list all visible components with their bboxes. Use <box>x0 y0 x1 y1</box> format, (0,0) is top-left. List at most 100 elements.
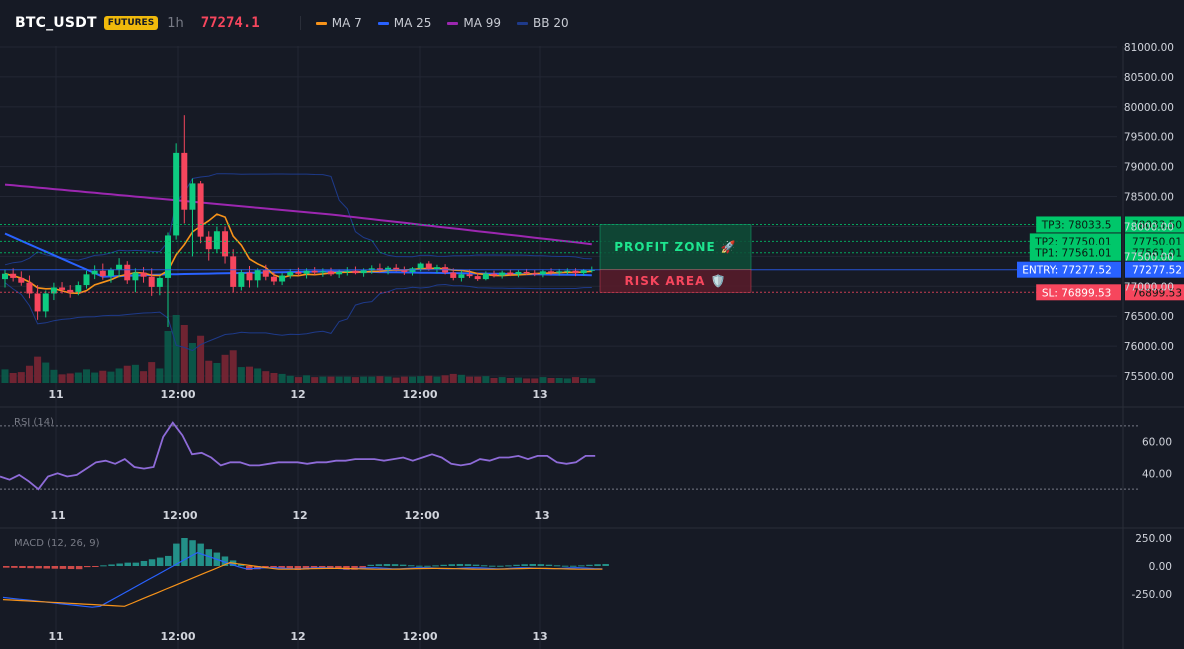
candle-body <box>67 289 74 293</box>
candle-body <box>91 270 98 275</box>
candle-body <box>588 269 595 271</box>
macd-hist-bar <box>92 566 99 567</box>
axes: 81000.00 80500.00 80000.00 79500.00 79000.00… <box>0 42 1184 649</box>
candle-body <box>156 277 163 287</box>
level-tag <box>1036 284 1121 301</box>
time-axis-label: 12:00 <box>404 509 439 522</box>
volume-bar <box>91 372 99 383</box>
macd-hist-bar <box>351 566 358 570</box>
legend-ma25[interactable]: MA 25 <box>377 16 432 30</box>
macd-hist-bar <box>375 564 383 566</box>
level-tag-label: SL: 76899.53 <box>1042 287 1112 299</box>
time-axis-label: 12:00 <box>160 630 195 643</box>
macd-hist-bar <box>27 566 34 569</box>
volume-bar <box>188 343 196 383</box>
legend-bb20[interactable]: BB 20 <box>517 16 569 30</box>
volume-bar <box>140 371 148 383</box>
volume-bar <box>83 369 90 383</box>
macd-hist-bar <box>254 566 261 570</box>
candle-body <box>165 235 171 278</box>
price-axis-label: 76000.00 <box>1124 341 1174 353</box>
macd-hist-bar <box>11 566 18 568</box>
candle-body <box>344 270 351 272</box>
macd-hist-bar <box>197 543 204 566</box>
candle-body <box>270 276 277 282</box>
macd-hist-bar <box>448 564 455 566</box>
candle-body <box>319 271 326 273</box>
macd-hist-bar <box>318 566 326 568</box>
candle-body <box>385 267 392 271</box>
candle-body <box>328 271 334 275</box>
macd-signal-line <box>2 561 603 607</box>
candle-body <box>10 273 17 278</box>
volume-bar <box>50 369 58 383</box>
level-tag <box>1029 244 1121 261</box>
volume-bar <box>392 377 400 383</box>
macd-hist-bar <box>456 563 464 566</box>
level-axis-tag <box>1125 216 1184 233</box>
candle-body <box>401 269 408 272</box>
candle-body <box>531 273 538 275</box>
time-axis-label: 13 <box>532 630 547 643</box>
candle-body <box>205 236 212 250</box>
macd-hist-bar <box>505 565 512 567</box>
candle-body <box>287 271 294 276</box>
candle-body <box>181 152 188 210</box>
level-axis-tag <box>1125 284 1184 301</box>
macd-hist-bar <box>205 549 212 566</box>
price-axis-label: 80500.00 <box>1124 72 1174 84</box>
volume-bars <box>1 315 596 383</box>
macd-line <box>2 551 603 608</box>
volume-bar <box>294 377 302 383</box>
volume-bar <box>74 372 82 383</box>
candle-body <box>499 272 506 276</box>
volume-bar <box>547 378 555 383</box>
candle-body <box>482 273 489 280</box>
macd-hist-bar <box>108 564 115 566</box>
macd-hist-bar <box>59 566 67 569</box>
volume-bar <box>172 315 180 383</box>
volume-bar <box>34 356 42 383</box>
price-axis-label: 81000.00 <box>1124 42 1174 54</box>
futures-badge: FUTURES <box>103 16 159 30</box>
volume-bar <box>221 354 229 383</box>
timeframe-label[interactable]: 1h <box>167 15 184 31</box>
macd-hist-bar <box>165 555 172 566</box>
ma25-label: MA 25 <box>393 16 432 30</box>
macd-axis-label: -250.00 <box>1131 589 1172 601</box>
macd-hist-bar <box>189 540 196 566</box>
macd-hist-bar <box>116 563 123 566</box>
macd-hist-bar <box>359 566 366 569</box>
macd-hist-bar <box>75 566 83 570</box>
candle-body <box>140 272 147 277</box>
volume-bar <box>205 360 213 383</box>
volume-bar <box>514 377 522 383</box>
volume-bar <box>148 362 156 383</box>
candle-body <box>107 269 114 277</box>
macd-hist-bar <box>310 566 318 569</box>
candle-body <box>148 276 155 287</box>
legend-ma7[interactable]: MA 7 <box>315 16 362 30</box>
level-axis-label: 76899.53 <box>1132 287 1182 299</box>
candle-body <box>254 270 261 281</box>
volume-bar <box>563 378 571 383</box>
macd-hist-bar <box>586 564 593 566</box>
candle-body <box>18 277 25 283</box>
candle-body <box>417 263 424 269</box>
legend-ma99[interactable]: MA 99 <box>447 16 501 30</box>
price-axis-label: 80000.00 <box>1124 102 1174 114</box>
macd-hist-bar <box>472 564 480 566</box>
volume-bar <box>335 376 343 383</box>
level-axis-tag <box>1125 244 1184 261</box>
macd-hist-bar <box>480 565 488 567</box>
candle-body <box>433 267 440 269</box>
volume-bar <box>441 375 449 383</box>
time-axis-label: 12 <box>290 388 305 401</box>
macd-hist-bar <box>513 564 520 566</box>
volume-bar <box>409 376 416 383</box>
volume-bar <box>351 377 359 383</box>
volume-bar <box>9 373 17 383</box>
symbol-name[interactable]: BTC_USDT <box>15 15 97 31</box>
level-tag <box>1036 216 1121 233</box>
